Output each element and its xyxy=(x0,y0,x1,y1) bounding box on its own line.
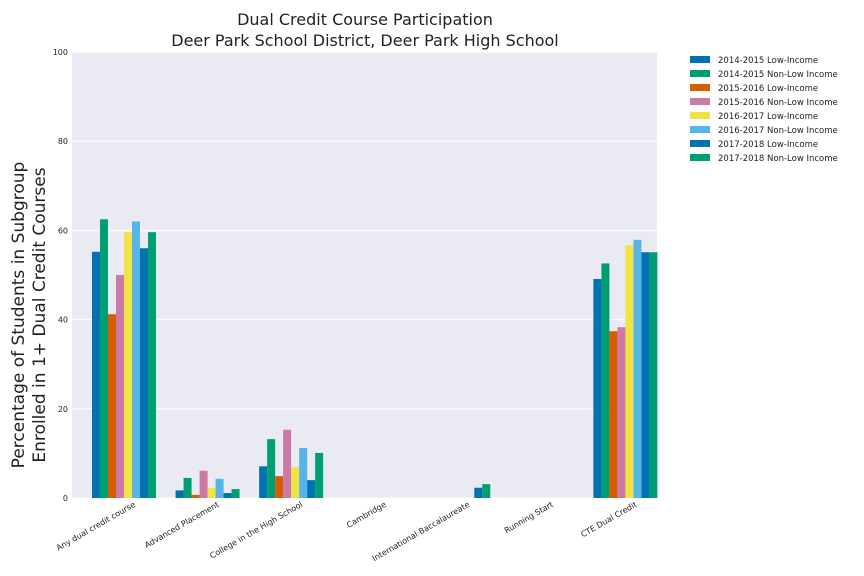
legend-swatch xyxy=(690,56,710,63)
gridlines xyxy=(72,51,657,499)
bar xyxy=(175,490,184,498)
y-axis-label-line-2: Enrolled in 1+ Dual Credit Courses xyxy=(30,167,50,462)
bar xyxy=(482,484,491,498)
legend-swatch xyxy=(690,154,710,161)
y-tick-label: 80 xyxy=(58,137,68,146)
y-tick-label: 20 xyxy=(58,405,68,414)
legend-label: 2014-2015 Non-Low Income xyxy=(718,70,838,80)
x-tick-label: Advanced Placement xyxy=(143,500,220,550)
bar xyxy=(140,248,148,498)
bar xyxy=(593,279,602,498)
y-tick-labels: 0 20 40 60 80 100 xyxy=(53,48,68,503)
legend-swatch xyxy=(690,140,710,147)
bar xyxy=(641,252,650,498)
bar xyxy=(223,493,232,498)
legend-swatch xyxy=(690,112,710,119)
bar xyxy=(283,429,292,498)
legend-swatch xyxy=(690,70,710,77)
x-tick-label: Cambridge xyxy=(345,500,388,530)
bar xyxy=(183,477,192,498)
plot-area xyxy=(72,52,657,498)
bar xyxy=(207,488,216,498)
bar xyxy=(259,466,268,498)
bar xyxy=(199,470,208,498)
bar xyxy=(633,239,642,499)
bar xyxy=(275,476,284,498)
bar xyxy=(267,439,276,498)
bar xyxy=(617,327,626,498)
legend-label: 2017-2018 Low-Income xyxy=(718,140,818,150)
bar xyxy=(231,489,240,498)
bar xyxy=(649,252,658,498)
bar xyxy=(299,448,308,498)
bar xyxy=(601,263,610,498)
bar xyxy=(132,221,140,499)
bars xyxy=(92,219,658,499)
legend-label: 2017-2018 Non-Low Income xyxy=(718,154,838,164)
chart-title: Dual Credit Course Participation xyxy=(237,10,493,29)
y-tick-label: 0 xyxy=(63,494,68,503)
bar xyxy=(148,232,156,498)
legend-label: 2015-2016 Low-Income xyxy=(718,84,818,94)
x-tick-label: Running Start xyxy=(503,500,555,535)
bar xyxy=(100,219,108,498)
legend-swatch xyxy=(690,126,710,133)
legend-label: 2016-2017 Non-Low Income xyxy=(718,126,838,136)
x-tick-label: CTE Dual Credit xyxy=(579,500,638,539)
bar xyxy=(92,251,100,498)
bar xyxy=(609,331,618,498)
bar xyxy=(191,494,200,498)
legend-label: 2015-2016 Non-Low Income xyxy=(718,98,838,108)
bar xyxy=(215,478,224,498)
bar xyxy=(315,452,324,498)
x-tick-labels: Any dual credit course Advanced Placement… xyxy=(55,500,639,563)
bar xyxy=(474,487,483,498)
legend-label: 2016-2017 Low-Income xyxy=(718,112,818,122)
legend-label: 2014-2015 Low-Income xyxy=(718,56,818,66)
chart-subtitle: Deer Park School District, Deer Park Hig… xyxy=(171,31,559,50)
x-tick-label: Any dual credit course xyxy=(55,500,137,553)
bar xyxy=(116,275,124,498)
bar xyxy=(291,467,300,498)
y-tick-label: 40 xyxy=(58,316,68,325)
x-tick-label: College in the High School xyxy=(208,500,304,560)
bar xyxy=(625,245,634,498)
bar xyxy=(108,314,116,498)
bar xyxy=(124,232,132,498)
legend-swatch xyxy=(690,84,710,91)
legend-swatch xyxy=(690,98,710,105)
y-tick-label: 100 xyxy=(53,48,68,57)
y-tick-label: 60 xyxy=(58,226,68,235)
y-axis-label-line-1: Percentage of Students in Subgroup xyxy=(9,162,29,469)
bar xyxy=(307,480,316,498)
legend: 2014-2015 Low-Income 2014-2015 Non-Low In… xyxy=(690,56,838,164)
x-tick-label: International Baccalaureate xyxy=(371,500,472,563)
